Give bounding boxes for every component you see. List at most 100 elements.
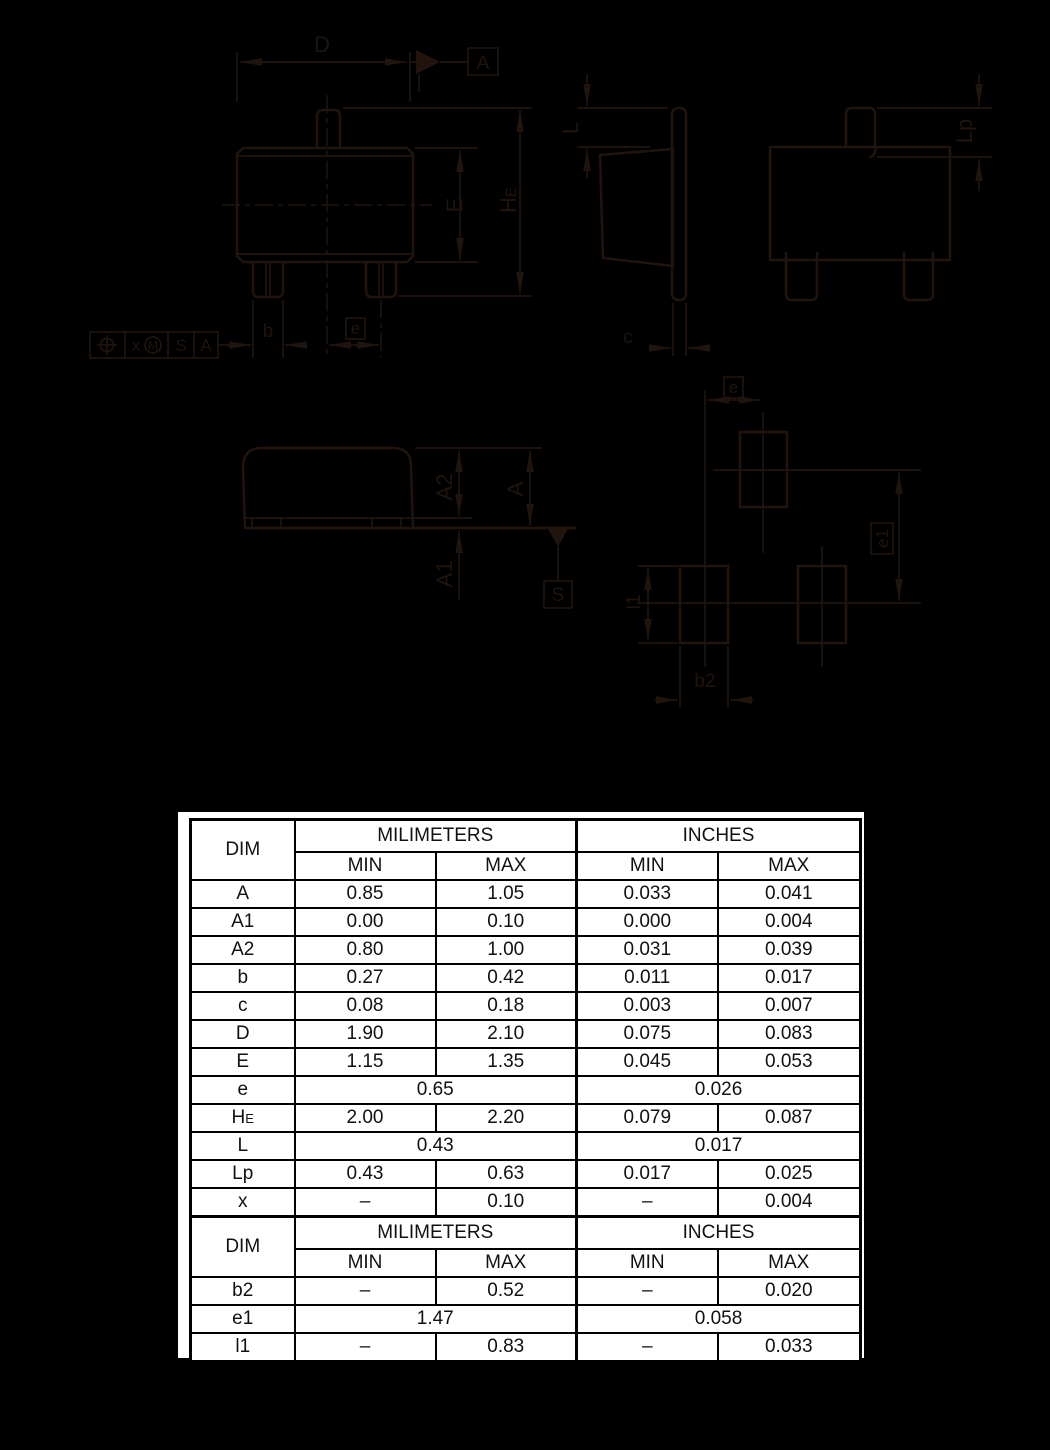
table-row: e 0.65 0.026 xyxy=(189,1075,862,1105)
table-row: Lp 0.43 0.63 0.017 0.025 xyxy=(189,1159,862,1189)
value-cell: 0.43 xyxy=(293,1159,437,1189)
datum-S-label: S xyxy=(552,585,565,606)
fcf-modifier-label: M xyxy=(148,339,158,353)
dim-label: HE xyxy=(189,1103,296,1133)
value-cell: 0.058 xyxy=(574,1304,862,1334)
value-cell: 0.017 xyxy=(574,1131,862,1161)
dim-L-label: L xyxy=(558,122,583,134)
table-row: b2–0.52–0.020 xyxy=(189,1276,862,1306)
value-cell: 0.43 xyxy=(293,1131,578,1161)
value-cell: 0.003 xyxy=(575,991,719,1021)
col-header-inches: INCHES xyxy=(574,1215,862,1250)
table-row: A1 0.00 0.10 0.000 0.004 xyxy=(189,907,862,937)
dim-land-e1-label: e1 xyxy=(873,529,892,548)
value-cell: 0.087 xyxy=(716,1103,862,1133)
dim-land-e1: e1 xyxy=(870,472,903,601)
table-row: E 1.15 1.35 0.045 0.053 xyxy=(189,1047,862,1077)
value-cell: 0.10 xyxy=(434,907,578,937)
dim-label: L xyxy=(189,1131,296,1161)
table-row: l1–0.83–0.033 xyxy=(189,1332,862,1363)
section-arrow-A: A xyxy=(410,47,499,92)
value-cell: 1.90 xyxy=(293,1019,437,1049)
dim-label: Lp xyxy=(189,1159,296,1189)
value-cell: 0.020 xyxy=(716,1276,862,1306)
table-row: L 0.43 0.017 xyxy=(189,1131,862,1161)
value-cell: 2.00 xyxy=(293,1103,437,1133)
dim-label: A xyxy=(189,879,296,909)
dim-e-label: e xyxy=(351,319,360,338)
dim-A: A xyxy=(503,450,534,526)
col-header-mm-max: MAX xyxy=(434,851,578,881)
side-body-outline xyxy=(598,147,675,268)
dim-label: x xyxy=(189,1187,296,1218)
value-cell: 0.80 xyxy=(293,935,437,965)
value-cell: 0.18 xyxy=(434,991,578,1021)
dim-label: c xyxy=(189,991,296,1021)
dim-HE-label: HE xyxy=(496,187,521,213)
view-top: D A E HE xyxy=(89,32,532,359)
table-row: x –0.10–0.004 xyxy=(189,1187,862,1218)
view-front-elevation: A2 A A1 S xyxy=(241,446,576,609)
value-cell: 0.017 xyxy=(716,963,862,993)
col-header-in-max: MAX xyxy=(716,1248,862,1278)
table-row: HE 2.00 2.20 0.079 0.087 xyxy=(189,1103,862,1133)
col-header-millimeters: MILIMETERS xyxy=(293,1215,578,1250)
dim-land-e-label: e xyxy=(729,378,738,397)
dim-c: c xyxy=(623,303,710,356)
col-header-mm-max: MAX xyxy=(434,1248,578,1278)
elevation-body-outline xyxy=(241,446,415,529)
dim-label: A2 xyxy=(189,935,296,965)
value-cell: 0.004 xyxy=(716,907,862,937)
value-cell: – xyxy=(293,1187,437,1218)
dim-E: E xyxy=(415,147,478,263)
front-top-lead xyxy=(844,106,877,159)
value-cell: 0.000 xyxy=(575,907,719,937)
land-pad-left xyxy=(678,564,730,645)
feature-control-frame: x M S A xyxy=(89,331,219,359)
value-cell: 0.017 xyxy=(575,1159,719,1189)
value-cell: – xyxy=(293,1276,437,1306)
table-row: A 0.85 1.05 0.033 0.041 xyxy=(189,879,862,909)
position-tolerance-icon xyxy=(97,335,117,355)
dim-A1: A1 xyxy=(432,531,463,600)
value-cell: 0.025 xyxy=(716,1159,862,1189)
mmc-circle-icon xyxy=(144,336,162,354)
dim-land-l1-label: l1 xyxy=(624,595,645,610)
bottom-lead-right xyxy=(364,262,398,299)
value-cell: 0.00 xyxy=(293,907,437,937)
col-header-mm-min: MIN xyxy=(293,851,437,881)
value-cell: 0.039 xyxy=(716,935,862,965)
dim-E-label: E xyxy=(442,198,467,213)
dim-label: l1 xyxy=(189,1332,296,1363)
front-body-outline xyxy=(768,145,952,262)
value-cell: 1.05 xyxy=(434,879,578,909)
dim-land-l1: l1 xyxy=(624,565,678,644)
value-cell: 0.63 xyxy=(434,1159,578,1189)
dim-D-label: D xyxy=(314,32,330,57)
dim-HE: HE xyxy=(343,107,532,297)
col-header-in-min: MIN xyxy=(575,1248,719,1278)
table-row: b 0.27 0.42 0.011 0.017 xyxy=(189,963,862,993)
value-cell: 0.075 xyxy=(575,1019,719,1049)
value-cell: 0.007 xyxy=(716,991,862,1021)
value-cell: 1.15 xyxy=(293,1047,437,1077)
table-row: A2 0.80 1.00 0.031 0.039 xyxy=(189,935,862,965)
value-cell: 0.031 xyxy=(575,935,719,965)
dim-label-subscript: E xyxy=(245,1111,254,1127)
package-outline-drawing: D A E HE xyxy=(89,32,992,708)
value-cell: – xyxy=(575,1332,719,1363)
col-header-dim: DIM xyxy=(189,1215,296,1278)
value-cell: 0.041 xyxy=(716,879,862,909)
table-row: c 0.08 0.18 0.003 0.007 xyxy=(189,991,862,1021)
value-cell: 2.20 xyxy=(434,1103,578,1133)
dimension-table-land-pattern: DIM MILIMETERS INCHES MIN MAX MIN MAX b2… xyxy=(189,1215,863,1363)
dim-c-label: c xyxy=(623,327,633,348)
dim-label: b xyxy=(189,963,296,993)
datum-triangle-icon xyxy=(548,529,568,547)
dim-label: A1 xyxy=(189,907,296,937)
value-cell: 1.47 xyxy=(293,1304,578,1334)
front-bottom-lead-left xyxy=(784,252,819,302)
value-cell: 0.08 xyxy=(293,991,437,1021)
